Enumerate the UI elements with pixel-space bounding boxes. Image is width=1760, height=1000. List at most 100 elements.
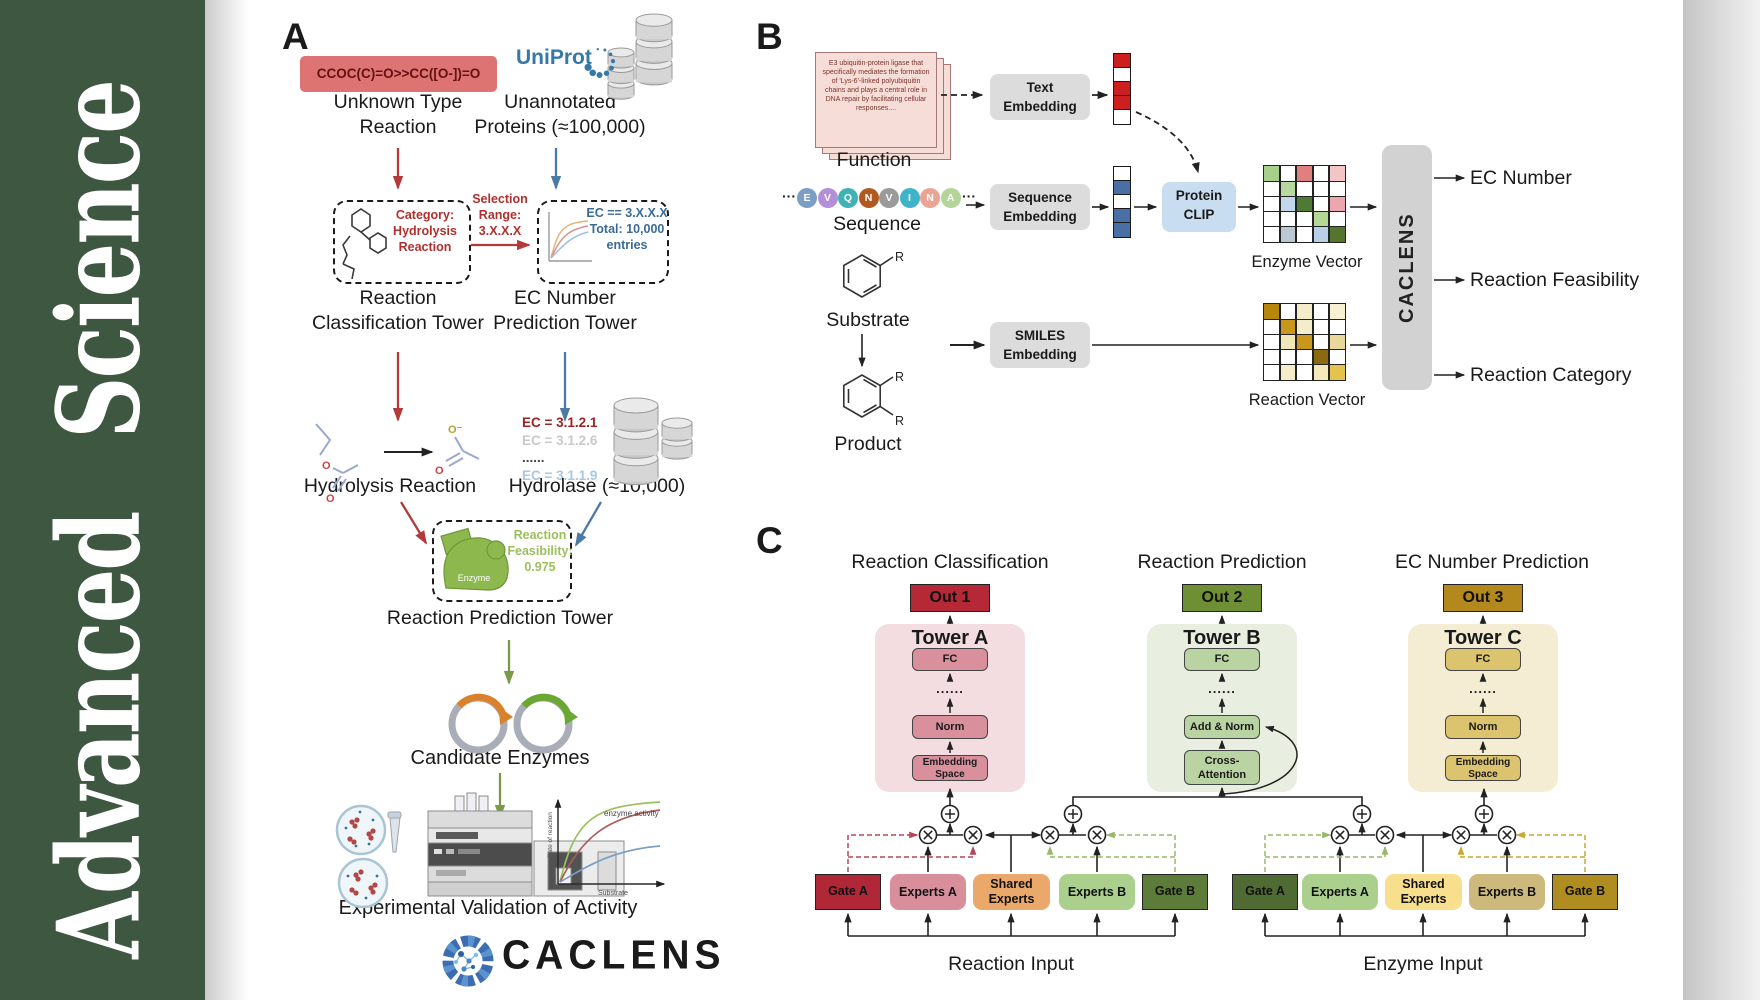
candidate-enzymes-label: Candidate Enzymes: [410, 747, 590, 769]
vector-cell: [1296, 226, 1313, 243]
svg-text:R: R: [895, 414, 904, 428]
tower-c-embedding-space: Embedding Space: [1445, 755, 1521, 781]
vector-cell: [1296, 165, 1313, 182]
out1-box: Out 1: [910, 584, 990, 612]
residue-circle: Q: [838, 188, 858, 208]
vector-cell: [1263, 180, 1280, 198]
vector-cell: [1263, 303, 1280, 320]
vector-cell: [1263, 211, 1280, 228]
sequence-embedding-vector: [1113, 166, 1131, 238]
petri-dish-icon: [335, 804, 402, 909]
ec-selection-box: [537, 200, 669, 284]
vector-cell: [1296, 349, 1313, 366]
vector-cell: [1113, 109, 1131, 125]
residue-circle: V: [879, 188, 899, 208]
vector-cell: [1279, 318, 1297, 336]
enzyme-experts-b: Experts B: [1469, 874, 1545, 910]
vector-cell: [1312, 226, 1330, 243]
smiles-reaction-box: CCOC(C)=O>>CC([O-])=O: [300, 56, 497, 92]
ec-list-line: EC = 3.1.1.9: [522, 467, 598, 483]
reaction-feasibility-box: [432, 520, 572, 602]
vector-cell: [1329, 226, 1346, 243]
vector-cell: [1312, 303, 1330, 320]
vector-cell: [1279, 180, 1297, 198]
vector-cell: [1312, 333, 1330, 351]
tower-b-cross-attention: Cross- Attention: [1184, 750, 1260, 785]
reaction-shared-experts: Shared Experts: [973, 874, 1050, 910]
vector-cell: [1329, 303, 1346, 320]
tower-a-embedding-space: Embedding Space: [912, 755, 988, 781]
reaction-vector-grid: [1263, 303, 1347, 381]
unannotated-proteins-label: Unannotated Proteins (≈100,000): [474, 91, 646, 138]
vector-cell: [1296, 303, 1313, 320]
enzyme-vector-label: Enzyme Vector: [1251, 253, 1363, 271]
enzyme-experts-a: Experts A: [1302, 874, 1378, 910]
reaction-experts-a: Experts A: [890, 874, 966, 910]
vector-cell: [1329, 180, 1346, 198]
sequence-ellipsis-left: ···: [782, 188, 796, 204]
tower-c: Tower C FC ...... Norm Embedding Space: [1408, 624, 1558, 792]
caclens-logo-icon: [442, 935, 494, 987]
tower-b-add-norm: Add & Norm: [1184, 715, 1260, 739]
hydrolysis-reaction-label: Hydrolysis Reaction: [303, 475, 477, 497]
title-ec-number-prediction: EC Number Prediction: [1395, 551, 1589, 573]
product-benzene-icon: R R: [843, 370, 904, 428]
tower-a-fc: FC: [912, 648, 988, 671]
vector-cell: [1279, 364, 1297, 381]
svg-text:O⁻: O⁻: [448, 424, 463, 436]
tower-a-norm: Norm: [912, 715, 988, 739]
sequence-ellipsis-right: ···: [962, 188, 976, 204]
vector-cell: [1296, 364, 1313, 381]
vector-cell: [1296, 180, 1313, 198]
page-edge-shading: [1683, 0, 1760, 1000]
vector-cell: [1263, 364, 1280, 381]
out3-box: Out 3: [1443, 584, 1523, 612]
vector-cell: [1312, 165, 1330, 182]
vector-cell: [1263, 318, 1280, 336]
vector-cell: [1312, 195, 1330, 213]
vector-cell: [1329, 318, 1346, 336]
vector-cell: [1279, 211, 1297, 228]
vector-cell: [1263, 195, 1280, 213]
ec-selection-text: EC == 3.X.X.X Total: 10,000 entries: [586, 206, 668, 252]
vector-cell: [1296, 333, 1313, 351]
ec-number-prediction-tower-label: EC Number Prediction Tower: [493, 287, 637, 334]
output-ec-number: EC Number: [1470, 167, 1572, 189]
residue-circle: V: [817, 188, 838, 208]
smiles-embedding-box: SMILES Embedding: [990, 322, 1090, 368]
journal-sidebar: Advanced Science: [0, 0, 205, 1000]
tower-c-fc: FC: [1445, 648, 1521, 671]
text-embedding-vector: [1113, 53, 1131, 125]
vector-cell: [1279, 226, 1297, 243]
ec-list-line: EC = 3.1.2.6: [522, 432, 598, 448]
vector-cell: [1296, 195, 1313, 213]
vector-cell: [1113, 222, 1131, 238]
title-reaction-classification: Reaction Classification: [851, 551, 1049, 573]
decorations: [584, 13, 1517, 845]
ec-number-list: EC = 3.1.2.1 EC = 3.1.2.6...... EC = 3.1.1…: [522, 414, 597, 484]
function-card: E3 ubiquitin-protein ligase that specifi…: [815, 52, 937, 148]
reaction-prediction-tower-label: Reaction Prediction Tower: [386, 607, 614, 629]
vector-cell: [1329, 211, 1346, 228]
reaction-gate-b: Gate B: [1142, 874, 1208, 910]
hplc-instrument-icon: [427, 792, 625, 897]
reaction-classification-tower-label: Reaction Classification Tower: [312, 287, 484, 334]
panel-b-arrows: [858, 90, 1466, 379]
selection-range-label: Selection Range: 3.X.X.X: [472, 192, 528, 238]
substrate-benzene-icon: R: [843, 250, 904, 298]
tower-c-norm: Norm: [1445, 715, 1521, 739]
unknown-reaction-label: Unknown Type Reaction: [333, 91, 463, 138]
vector-cell: [1279, 333, 1297, 351]
vector-cell: [1263, 349, 1280, 366]
vector-cell: [1263, 165, 1280, 182]
tower-a: Tower A FC ...... Norm Embedding Space: [875, 624, 1025, 792]
svg-text:Rate of reaction: Rate of reaction: [547, 812, 554, 858]
vector-cell: [1329, 333, 1346, 351]
ec-list-line: EC = 3.1.2.1: [522, 415, 598, 430]
substrate-label: Substrate: [826, 309, 910, 331]
vector-cell: [1279, 303, 1297, 320]
residue-circle: I: [899, 188, 920, 208]
vector-cell: [1312, 349, 1330, 366]
title-reaction-prediction: Reaction Prediction: [1137, 551, 1307, 573]
